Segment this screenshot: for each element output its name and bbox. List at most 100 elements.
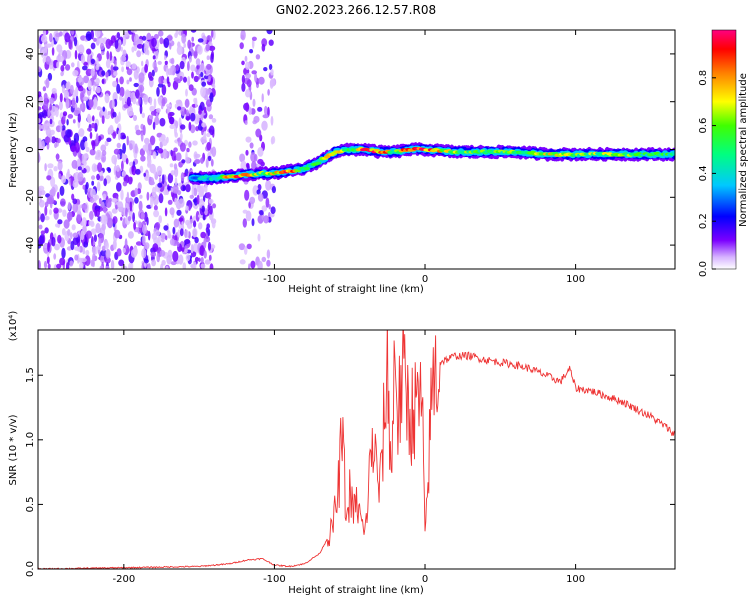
noise-blob [211,220,216,229]
noise-blob [102,193,107,200]
noise-blob [127,215,132,222]
noise-blob [54,142,58,148]
noise-blob [96,106,102,111]
noise-blob [72,232,79,238]
snr-x-label: Height of straight line (km) [288,585,424,596]
noise-blob [63,219,70,229]
noise-blob [261,205,268,212]
noise-blob [187,76,191,87]
noise-blob [101,51,105,56]
y-tick-label: 1.0 [25,432,36,448]
noise-blob [210,159,214,167]
noise-blob [208,45,216,51]
noise-blob [139,104,143,115]
noise-blob [67,229,71,236]
noise-blob [93,234,97,242]
noise-blob [67,114,74,119]
noise-blob [57,160,63,171]
noise-blob [40,230,46,235]
noise-blob [116,142,122,149]
noise-blob [49,118,53,125]
noise-blob [45,55,51,65]
noise-blob [255,54,261,60]
noise-blob [159,250,166,257]
noise-blob [63,134,70,143]
noise-blob [268,39,274,46]
noise-blob [251,36,257,41]
noise-blob [198,257,201,262]
noise-blob [185,205,189,211]
noise-blob [114,229,121,239]
x-tick-label: 0 [422,574,428,585]
noise-blob [187,61,190,72]
noise-blob [163,225,169,231]
noise-blob [91,246,98,255]
noise-blob [141,35,147,41]
noise-blob [62,209,67,217]
noise-blob [165,190,169,196]
noise-blob [270,206,276,214]
noise-blob [267,106,270,117]
noise-blob [104,113,111,120]
noise-blob [245,61,250,70]
noise-blob [177,229,181,238]
noise-blob [181,221,184,230]
noise-blob [132,212,136,223]
noise-blob [121,97,125,107]
noise-blob [178,217,184,222]
noise-blob [93,37,97,42]
noise-blob [66,262,70,269]
noise-blob [206,142,212,151]
noise-blob [95,208,100,218]
noise-blob [38,185,45,191]
noise-blob [161,84,167,96]
noise-blob [203,238,207,249]
noise-blob [138,72,145,83]
noise-blob [211,146,217,158]
noise-blob [188,204,191,211]
noise-blob [204,106,207,114]
noise-blob [38,118,41,124]
noise-blob [83,177,86,184]
noise-blob [133,82,139,88]
noise-blob [51,136,56,144]
noise-blob [170,261,177,266]
noise-blob [87,115,92,124]
noise-blob [72,119,76,124]
noise-blob [130,30,138,33]
x-tick-label: -200 [112,574,135,585]
noise-blob [201,35,207,45]
noise-blob [58,55,65,63]
noise-blob [156,108,161,113]
noise-blob [188,84,194,91]
figure-title: GN02.2023.266.12.57.R08 [276,3,436,17]
noise-blob [142,124,146,136]
noise-blob [267,89,270,96]
noise-blob [245,136,252,143]
noise-blob [264,105,268,116]
noise-blob [89,197,95,203]
noise-blob [82,96,89,102]
noise-blob [117,153,121,160]
noise-blob [72,236,79,246]
noise-blob [249,49,254,54]
noise-blob [200,263,206,269]
noise-blob [239,259,246,265]
noise-blob [171,150,176,161]
noise-blob [116,83,121,94]
noise-blob [96,181,101,192]
noise-blob [193,204,199,210]
noise-blob [103,178,107,187]
noise-blob [104,256,111,264]
noise-blob [90,42,96,50]
noise-blob [45,43,52,48]
noise-blob [129,143,133,151]
noise-blob [141,248,147,259]
noise-blob [116,248,122,257]
noise-blob [81,217,87,227]
noise-blob [119,86,125,98]
noise-blob [153,33,159,40]
noise-blob [84,140,88,149]
noise-blob [161,97,166,107]
noise-blob [97,162,103,173]
